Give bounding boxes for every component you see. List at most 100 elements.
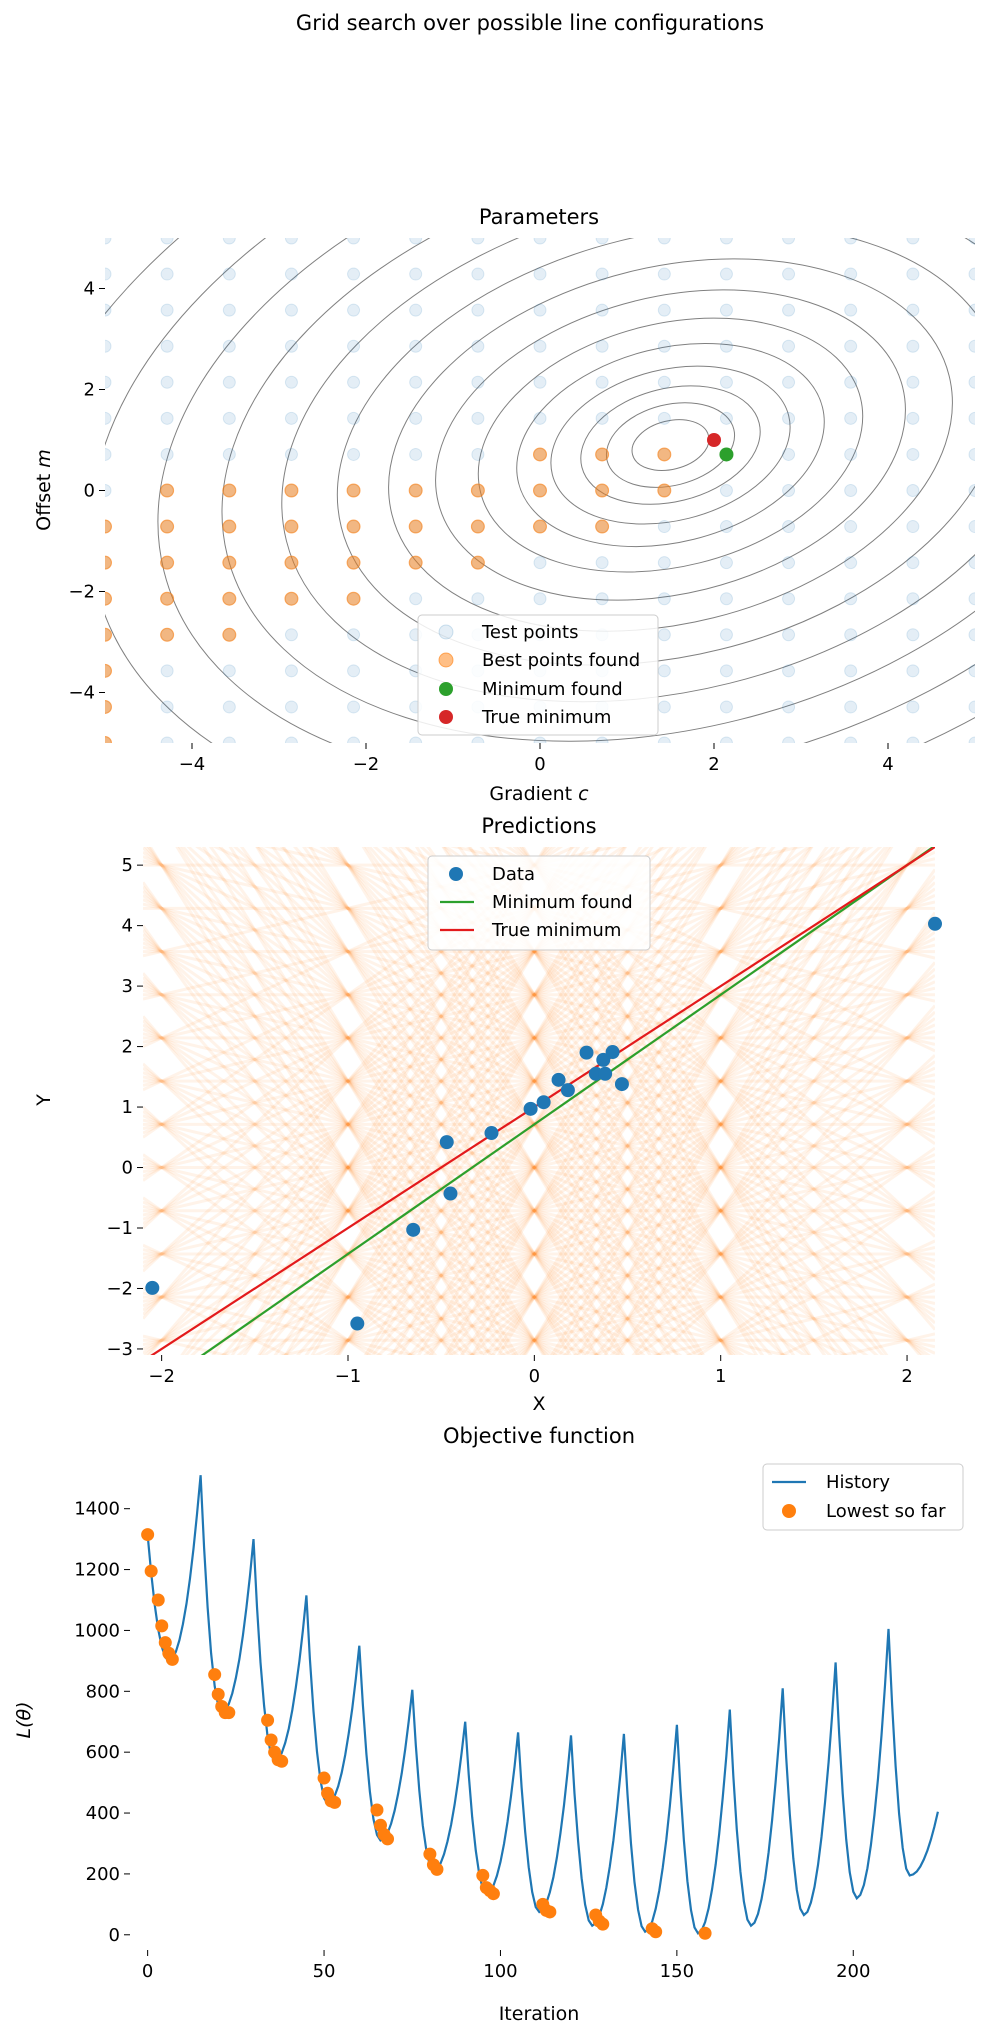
y-tick-label: 400	[86, 1803, 120, 1824]
data-point	[598, 1066, 613, 1081]
y-tick-label: 0	[122, 1158, 133, 1179]
candidate-line	[181, 847, 624, 1355]
lowest-point	[698, 1926, 712, 1940]
candidate-line	[366, 847, 736, 1355]
y-tick-label: −3	[106, 1339, 133, 1360]
lowest-point	[423, 1847, 437, 1861]
test-point	[782, 736, 796, 743]
candidate-line	[324, 930, 935, 1355]
test-point	[222, 664, 236, 678]
test-point	[782, 339, 796, 353]
candidate-line	[634, 1146, 935, 1355]
minimum-found-point	[719, 447, 734, 462]
test-point	[844, 339, 858, 353]
test-point	[968, 736, 975, 743]
test-point	[347, 700, 361, 714]
test-point	[222, 267, 236, 281]
best-point	[222, 627, 237, 642]
test-point	[160, 447, 174, 461]
parameters-title: Parameters	[479, 205, 599, 229]
test-point	[906, 736, 920, 743]
candidate-line	[143, 1030, 935, 1217]
test-point	[284, 736, 298, 743]
best-point	[105, 663, 112, 678]
y-tick-label: 1	[122, 1097, 133, 1118]
test-point	[595, 339, 609, 353]
objective-legend: History Lowest so far	[762, 1463, 964, 1531]
candidate-line	[190, 847, 743, 1355]
contour-line	[516, 343, 825, 548]
test-point	[968, 267, 975, 281]
candidate-line	[143, 847, 693, 1355]
candidate-line	[363, 847, 681, 1355]
best-point	[533, 483, 547, 498]
test-point	[284, 375, 298, 389]
x-tick-label: 2	[708, 754, 719, 775]
data-point	[596, 1052, 611, 1067]
legend-frame	[417, 614, 659, 736]
best-points-found	[105, 447, 672, 743]
test-point	[782, 411, 796, 425]
candidate-line	[293, 847, 736, 1355]
data-point	[560, 1083, 575, 1098]
test-point	[409, 592, 423, 606]
candidate-line	[376, 847, 929, 1355]
parameters-y-axis-label: Offset m	[33, 449, 55, 531]
legend-marker-data	[449, 867, 463, 881]
test-point	[347, 736, 361, 743]
test-point	[657, 700, 671, 714]
candidate-line	[143, 890, 646, 1355]
parameters-y-ticks: −4 −2 0 2 4	[68, 279, 105, 704]
legend-marker-true-minimum	[439, 710, 453, 724]
candidate-line	[143, 893, 935, 1264]
test-point	[347, 447, 361, 461]
test-point	[284, 267, 298, 281]
best-point	[408, 519, 423, 534]
test-point	[595, 267, 609, 281]
candidate-line	[326, 847, 879, 1355]
test-point	[347, 411, 361, 425]
candidate-line	[143, 933, 599, 1355]
candidate-line	[584, 868, 935, 1355]
test-point	[968, 303, 975, 317]
test-point	[657, 556, 671, 570]
candidate-line	[521, 847, 891, 1355]
candidate-line	[208, 847, 578, 1355]
candidate-line	[395, 847, 765, 1355]
y-tick-label: −4	[68, 683, 95, 704]
predictions-legend: Data Minimum found True minimum	[427, 855, 651, 951]
candidate-line	[319, 847, 935, 1275]
true-minimum-point	[707, 433, 721, 447]
x-tick-label: 100	[483, 1961, 517, 1982]
candidate-line	[381, 847, 935, 1232]
test-point	[160, 736, 174, 743]
best-point	[222, 555, 237, 570]
candidate-line	[386, 974, 935, 1355]
candidate-line	[594, 961, 935, 1355]
test-point	[471, 303, 485, 317]
legend-marker-test-points	[438, 624, 454, 640]
test-point	[657, 339, 671, 353]
parameters-panel: Parameters −4 −2 0 2 4 −4 −2 0 2 4 Gradient c Of…	[33, 205, 975, 805]
candidate-line	[143, 937, 745, 1355]
candidate-line	[405, 1109, 935, 1355]
lowest-point	[328, 1795, 342, 1809]
test-point	[657, 303, 671, 317]
candidate-line	[143, 881, 485, 1355]
candidate-line	[308, 847, 626, 1355]
test-point	[533, 592, 547, 606]
candidate-line	[212, 847, 935, 1182]
test-point	[782, 592, 796, 606]
candidate-line	[277, 1202, 935, 1355]
lowest-point	[261, 1713, 275, 1727]
candidate-line	[302, 847, 671, 1355]
test-point	[533, 411, 547, 425]
candidate-line	[523, 847, 841, 1355]
best-point	[160, 555, 175, 570]
predictions-y-axis-label: Y	[33, 1094, 55, 1107]
candidate-line	[329, 847, 883, 1355]
y-tick-label: 1400	[74, 1499, 120, 1520]
test-point	[409, 736, 423, 743]
y-tick-label: 3	[122, 976, 133, 997]
